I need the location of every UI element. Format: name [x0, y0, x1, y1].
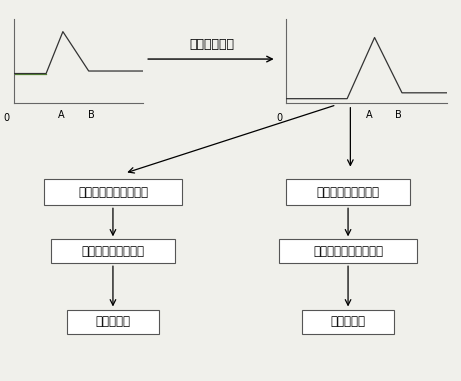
FancyBboxPatch shape: [67, 310, 159, 334]
Text: B: B: [88, 110, 95, 120]
Text: 0: 0: [3, 113, 9, 123]
Text: 自主通气时相响应模块: 自主通气时相响应模块: [78, 186, 148, 199]
Text: 阀运动幅度: 阀运动幅度: [331, 315, 366, 328]
Text: B: B: [396, 110, 402, 120]
Text: 0: 0: [276, 113, 283, 123]
FancyBboxPatch shape: [44, 179, 182, 205]
Text: A: A: [366, 110, 373, 120]
Text: 目标潮气量中央处理器: 目标潮气量中央处理器: [313, 245, 383, 258]
Text: 通气节律中央处理器: 通气节律中央处理器: [82, 245, 144, 258]
Text: 阀动作节奏: 阀动作节奏: [95, 315, 130, 328]
FancyBboxPatch shape: [51, 240, 175, 264]
Text: 潮气量积分运算模块: 潮气量积分运算模块: [317, 186, 379, 199]
FancyBboxPatch shape: [302, 310, 394, 334]
Text: 扣除基础流量: 扣除基础流量: [189, 38, 235, 51]
Text: A: A: [58, 110, 65, 120]
FancyBboxPatch shape: [279, 240, 417, 264]
FancyBboxPatch shape: [286, 179, 410, 205]
